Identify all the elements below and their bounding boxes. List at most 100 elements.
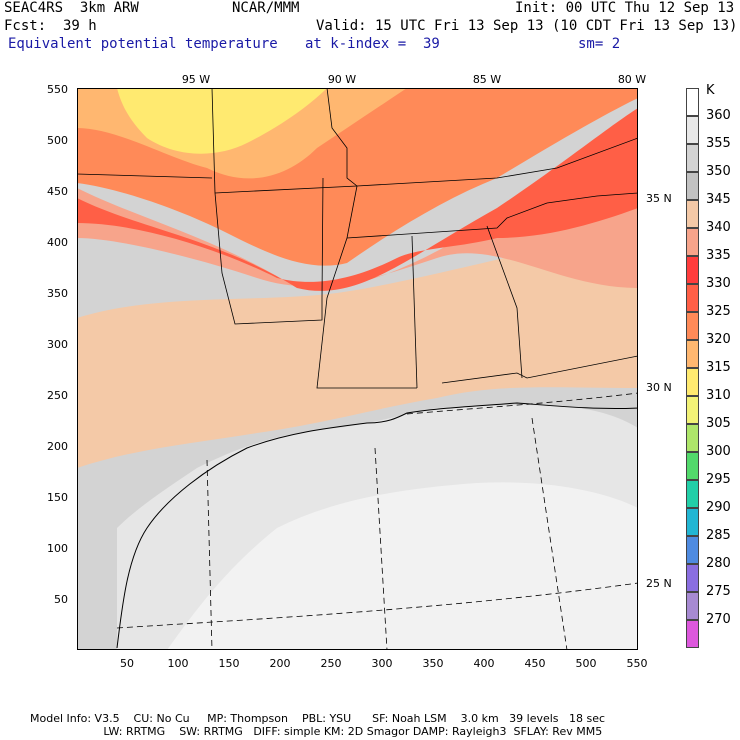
init-time: Init: 00 UTC Thu 12 Sep 13 [515,0,735,16]
y-tick-label: 250 [47,389,68,402]
legend-swatch [686,144,699,172]
map-frame [77,88,638,650]
legend-swatch [686,172,699,200]
theta-e-map [77,88,638,650]
border-line [214,185,358,194]
level-label: at k-index = 39 [305,36,440,52]
legend-level-label: 345 [706,192,731,207]
legend-level-label: 290 [706,500,731,515]
legend-swatch [686,508,699,536]
legend-swatch [686,424,699,452]
legend-swatch [686,480,699,508]
legend-level-label: 300 [706,444,731,459]
y-tick-label: 400 [47,236,68,249]
legend-swatch [686,368,699,396]
y-tick-label: 350 [47,287,68,300]
legend-swatch [686,284,699,312]
border-line [346,202,548,239]
graticule [116,392,638,650]
field-name: Equivalent potential temperature [8,36,278,52]
y-tick-label: 450 [47,185,68,198]
x-tick-label: 400 [473,657,495,670]
lat-label: 35 N [646,192,672,205]
theta-e-315-band [117,88,327,154]
legend-swatch [686,592,699,620]
legend-level-label: 335 [706,248,731,263]
forecast-hour: Fcst: 39 h [4,18,97,34]
theta-e-335-band [77,128,638,289]
legend-swatch [686,340,699,368]
legend-level-label: 355 [706,136,731,151]
legend-level-label: 360 [706,108,731,123]
lon-label: 85 W [472,73,502,86]
legend-level-label: 325 [706,304,731,319]
gulf-coastline [116,402,638,649]
valid-time: Valid: 15 UTC Fri 13 Sep 13 (10 CDT Fri … [316,18,738,34]
legend-level-label: 295 [706,472,731,487]
legend-level-label: 320 [706,332,731,347]
border-line [546,192,638,204]
y-tick-label: 150 [47,491,68,504]
legend-swatch [686,88,699,116]
graticule-line [406,392,638,415]
legend-swatch [686,228,699,256]
x-tick-label: 500 [575,657,597,670]
border-line [411,235,418,389]
graticule-line [374,447,388,650]
x-tick-label: 550 [626,657,648,670]
legend-level-label: 285 [706,528,731,543]
x-tick-label: 300 [371,657,393,670]
lon-label: 80 W [617,73,647,86]
border-line [77,173,213,179]
legend-swatch [686,536,699,564]
y-tick-label: 500 [47,134,68,147]
legend-level-label: 275 [706,584,731,599]
x-tick-label: 450 [524,657,546,670]
x-tick-label: 200 [269,657,291,670]
x-tick-label: 100 [167,657,189,670]
theta-e-340-band [77,228,638,468]
model-info-line2: LW: RRTMG SW: RRTMG DIFF: simple KM: 2D … [30,725,603,738]
smoothing-label: sm= 2 [578,36,621,52]
legend-level-label: 305 [706,416,731,431]
lon-label: 95 W [181,73,211,86]
border-line [441,355,638,384]
y-tick-label: 100 [47,542,68,555]
legend-swatch [686,452,699,480]
x-tick-label: 150 [218,657,240,670]
legend-level-label: 350 [706,164,731,179]
graticule-line [206,459,213,650]
legend-swatch [686,116,699,144]
x-tick-label: 350 [422,657,444,670]
model-title: SEAC4RS 3km ARW [4,0,139,16]
legend-level-label: 310 [706,388,731,403]
y-tick-label: 300 [47,338,68,351]
lon-label: 90 W [327,73,357,86]
legend-unit: K [706,83,715,98]
model-info-line1: Model Info: V3.5 CU: No Cu MP: Thompson … [30,712,606,725]
legend-swatch [686,564,699,592]
legend-level-label: 280 [706,556,731,571]
x-tick-label: 50 [120,657,134,670]
org-label: NCAR/MMM [232,0,300,16]
legend-swatch [686,620,699,648]
legend-swatch [686,312,699,340]
border-line [486,225,523,379]
y-tick-label: 200 [47,440,68,453]
theta-e-330-band [77,108,638,291]
y-tick-label: 50 [54,593,68,606]
border-line [356,137,638,187]
graticule-line [531,417,568,650]
political-boundaries [77,88,638,389]
legend-level-label: 340 [706,220,731,235]
legend-swatch [686,256,699,284]
lat-label: 30 N [646,381,672,394]
legend-level-label: 315 [706,360,731,375]
graticule-line [116,582,638,629]
lat-label: 25 N [646,577,672,590]
legend-swatch [686,396,699,424]
y-tick-label: 550 [47,83,68,96]
gulf-open-water [167,482,638,650]
x-tick-label: 250 [320,657,342,670]
legend-level-label: 270 [706,612,731,627]
